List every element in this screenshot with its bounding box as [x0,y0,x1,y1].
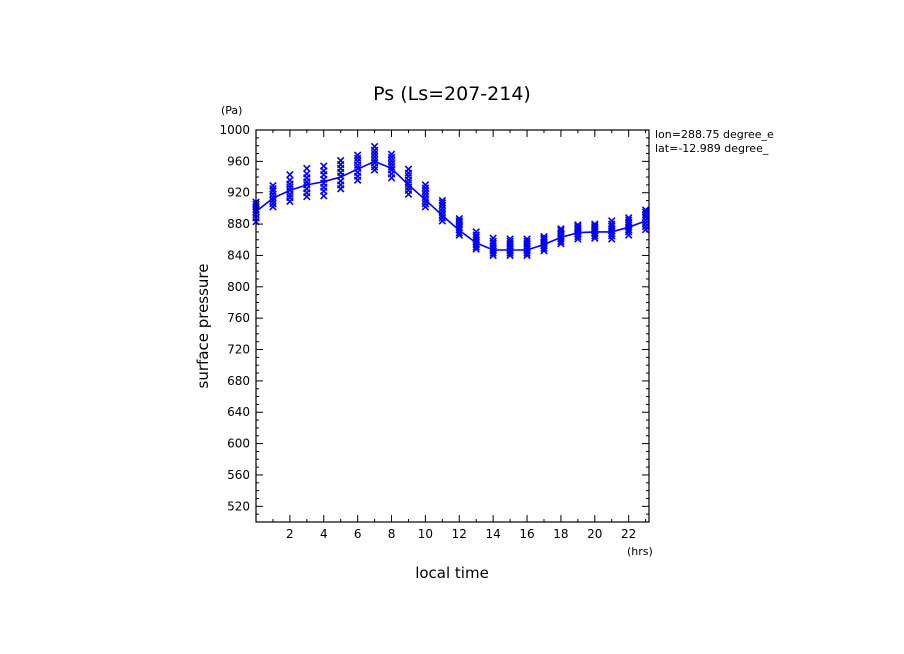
sample-marker [489,239,497,248]
sample-marker [607,217,616,225]
plot-frame [255,129,650,523]
y-tick-label: 800 [227,280,250,294]
sample-marker [455,217,464,225]
sample-marker [319,162,328,170]
y-tick-label: 760 [227,311,250,325]
sample-marker [455,214,464,223]
sample-marker [472,228,480,236]
sample-marker [269,187,277,195]
sample-marker [506,237,514,246]
sample-marker [641,208,650,217]
sample-marker [370,142,379,151]
y-tick-label: 720 [227,343,250,357]
y-tick-label: 880 [227,217,250,231]
x-tick-label: 22 [621,527,636,541]
sample-marker [303,164,311,173]
sample-marker [286,176,294,184]
sample-marker [591,221,599,230]
sample-markers [252,142,650,260]
y-unit-label: (Pa) [221,104,242,117]
y-tick-label: 1000 [219,123,250,137]
mean-pressure-line [255,160,646,251]
y-tick-label: 680 [227,374,250,388]
sample-marker [404,165,413,173]
sample-marker [523,237,531,246]
sample-marker [540,232,548,241]
sample-marker [421,181,430,189]
x-tick-label: 6 [354,527,362,541]
sample-marker [489,234,497,242]
sample-marker [540,234,548,242]
x-unit-label: (hrs) [627,545,653,558]
y-tick-label: 560 [227,468,250,482]
sample-marker [387,150,396,159]
sample-marker [557,226,565,235]
x-tick-label: 20 [587,527,602,541]
y-axis-label: surface pressure [194,264,212,389]
x-tick-label: 2 [286,527,294,541]
x-tick-label: 4 [320,527,328,541]
y-tick-label: 640 [227,405,250,419]
y-tick-label: 960 [227,154,250,168]
sample-marker [523,235,531,243]
sample-marker [438,199,447,207]
sample-marker [574,222,582,231]
x-tick-label: 8 [388,527,396,541]
sample-marker [438,196,447,205]
chart-title: Ps (Ls=207-214) [373,83,531,105]
x-tick-label: 12 [452,527,467,541]
sample-marker [607,222,616,231]
sample-marker [591,220,599,228]
y-tick-label: 600 [227,437,250,451]
series-lines [255,160,646,251]
y-tick-label: 920 [227,186,250,200]
sample-marker [336,156,345,165]
lat-annotation: lat=-12.989 degree_ [655,142,769,155]
sample-marker [624,216,633,224]
x-tick-label: 16 [519,527,534,541]
sample-marker [574,221,582,229]
y-tick-label: 840 [227,248,250,262]
lon-annotation: lon=288.75 degree_e [655,128,774,141]
sample-marker [353,151,362,159]
sample-marker [303,170,311,178]
sample-marker [641,206,650,214]
x-tick-label: 10 [418,527,433,541]
sample-marker [624,214,633,222]
sample-marker [506,235,514,243]
x-axis-label: local time [415,564,489,582]
sample-marker [557,225,565,233]
sample-marker [269,181,277,190]
y-tick-label: 520 [227,499,250,513]
x-tick-label: 18 [553,527,568,541]
sample-marker [286,170,294,179]
x-tick-label: 14 [486,527,501,541]
sample-marker [472,233,480,242]
